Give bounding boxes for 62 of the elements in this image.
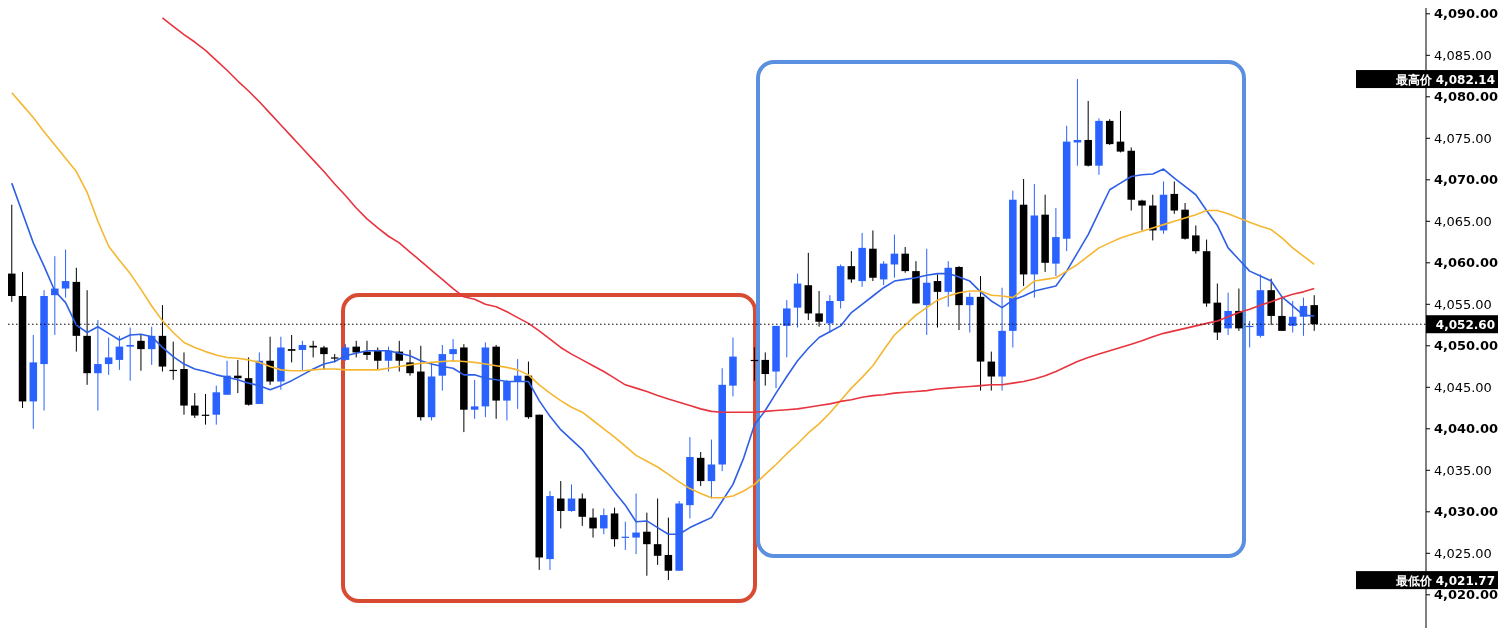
y-tick-label: 4,025.00 (1434, 545, 1492, 561)
candlestick (653, 498, 662, 566)
y-tick-label: 4,075.00 (1434, 130, 1492, 146)
candlestick (190, 392, 199, 419)
y-tick-label: 4,080.00 (1434, 89, 1499, 105)
y-tick-label: 4,065.00 (1434, 213, 1492, 229)
candlestick (589, 507, 597, 539)
candlestick (1105, 118, 1114, 146)
y-tick-label: 4,090.00 (1434, 6, 1499, 22)
candlestick (94, 319, 102, 412)
candlestick (632, 493, 640, 555)
candlestick (922, 248, 931, 336)
candlestick (696, 451, 705, 487)
candlestick (503, 379, 511, 421)
y-tick-label: 4,035.00 (1434, 462, 1492, 478)
candlestick (847, 250, 856, 284)
candlestick (8, 204, 16, 303)
candlestick (783, 299, 791, 358)
candlestick (449, 338, 457, 363)
candlestick (664, 517, 673, 581)
candlestick (1192, 224, 1200, 255)
text: 最高价 4,082.14 (1394, 72, 1495, 87)
candlestick (320, 345, 328, 371)
candlestick (137, 334, 145, 372)
candlestick (826, 294, 834, 334)
text: 最低价 4,021.77 (1394, 573, 1495, 588)
candlestick (266, 336, 274, 386)
candlestick (1116, 110, 1125, 153)
candlestick (287, 334, 296, 363)
ref-line-label: 4,052.60 (1435, 317, 1495, 332)
y-tick-label: 4,045.00 (1434, 379, 1492, 395)
candlestick (104, 337, 113, 376)
y-tick-label: 4,040.00 (1434, 421, 1499, 437)
candlestick (761, 351, 770, 387)
candlestick (707, 439, 716, 500)
candlestick (298, 340, 307, 371)
y-tick-label: 4,060.00 (1434, 255, 1499, 271)
candlestick (643, 512, 651, 577)
candlestick (1170, 180, 1179, 215)
candlestick (901, 246, 909, 274)
y-tick-label: 4,085.00 (1434, 47, 1492, 63)
y-tick-label: 4,020.00 (1434, 587, 1499, 603)
line-series (10, 168, 1316, 536)
y-tick-label: 4,055.00 (1434, 296, 1492, 312)
candlestick (470, 379, 479, 420)
candlestick (987, 351, 996, 392)
candlestick (556, 480, 565, 529)
candlestick (126, 327, 134, 382)
candlestick (212, 385, 221, 426)
candlestick (578, 493, 587, 527)
candlestick (363, 340, 371, 361)
candlestick (61, 249, 70, 299)
candlestick (1138, 199, 1146, 231)
candlestick (600, 507, 608, 535)
y-tick-label: 4,050.00 (1434, 338, 1499, 354)
line-series (10, 91, 1316, 499)
y-tick-label: 4,030.00 (1434, 504, 1499, 520)
y-tick-label: 4,070.00 (1434, 172, 1499, 188)
line-series (161, 17, 1316, 413)
candlestick (115, 335, 124, 371)
candlestick (223, 360, 231, 396)
candlestick (966, 292, 974, 334)
